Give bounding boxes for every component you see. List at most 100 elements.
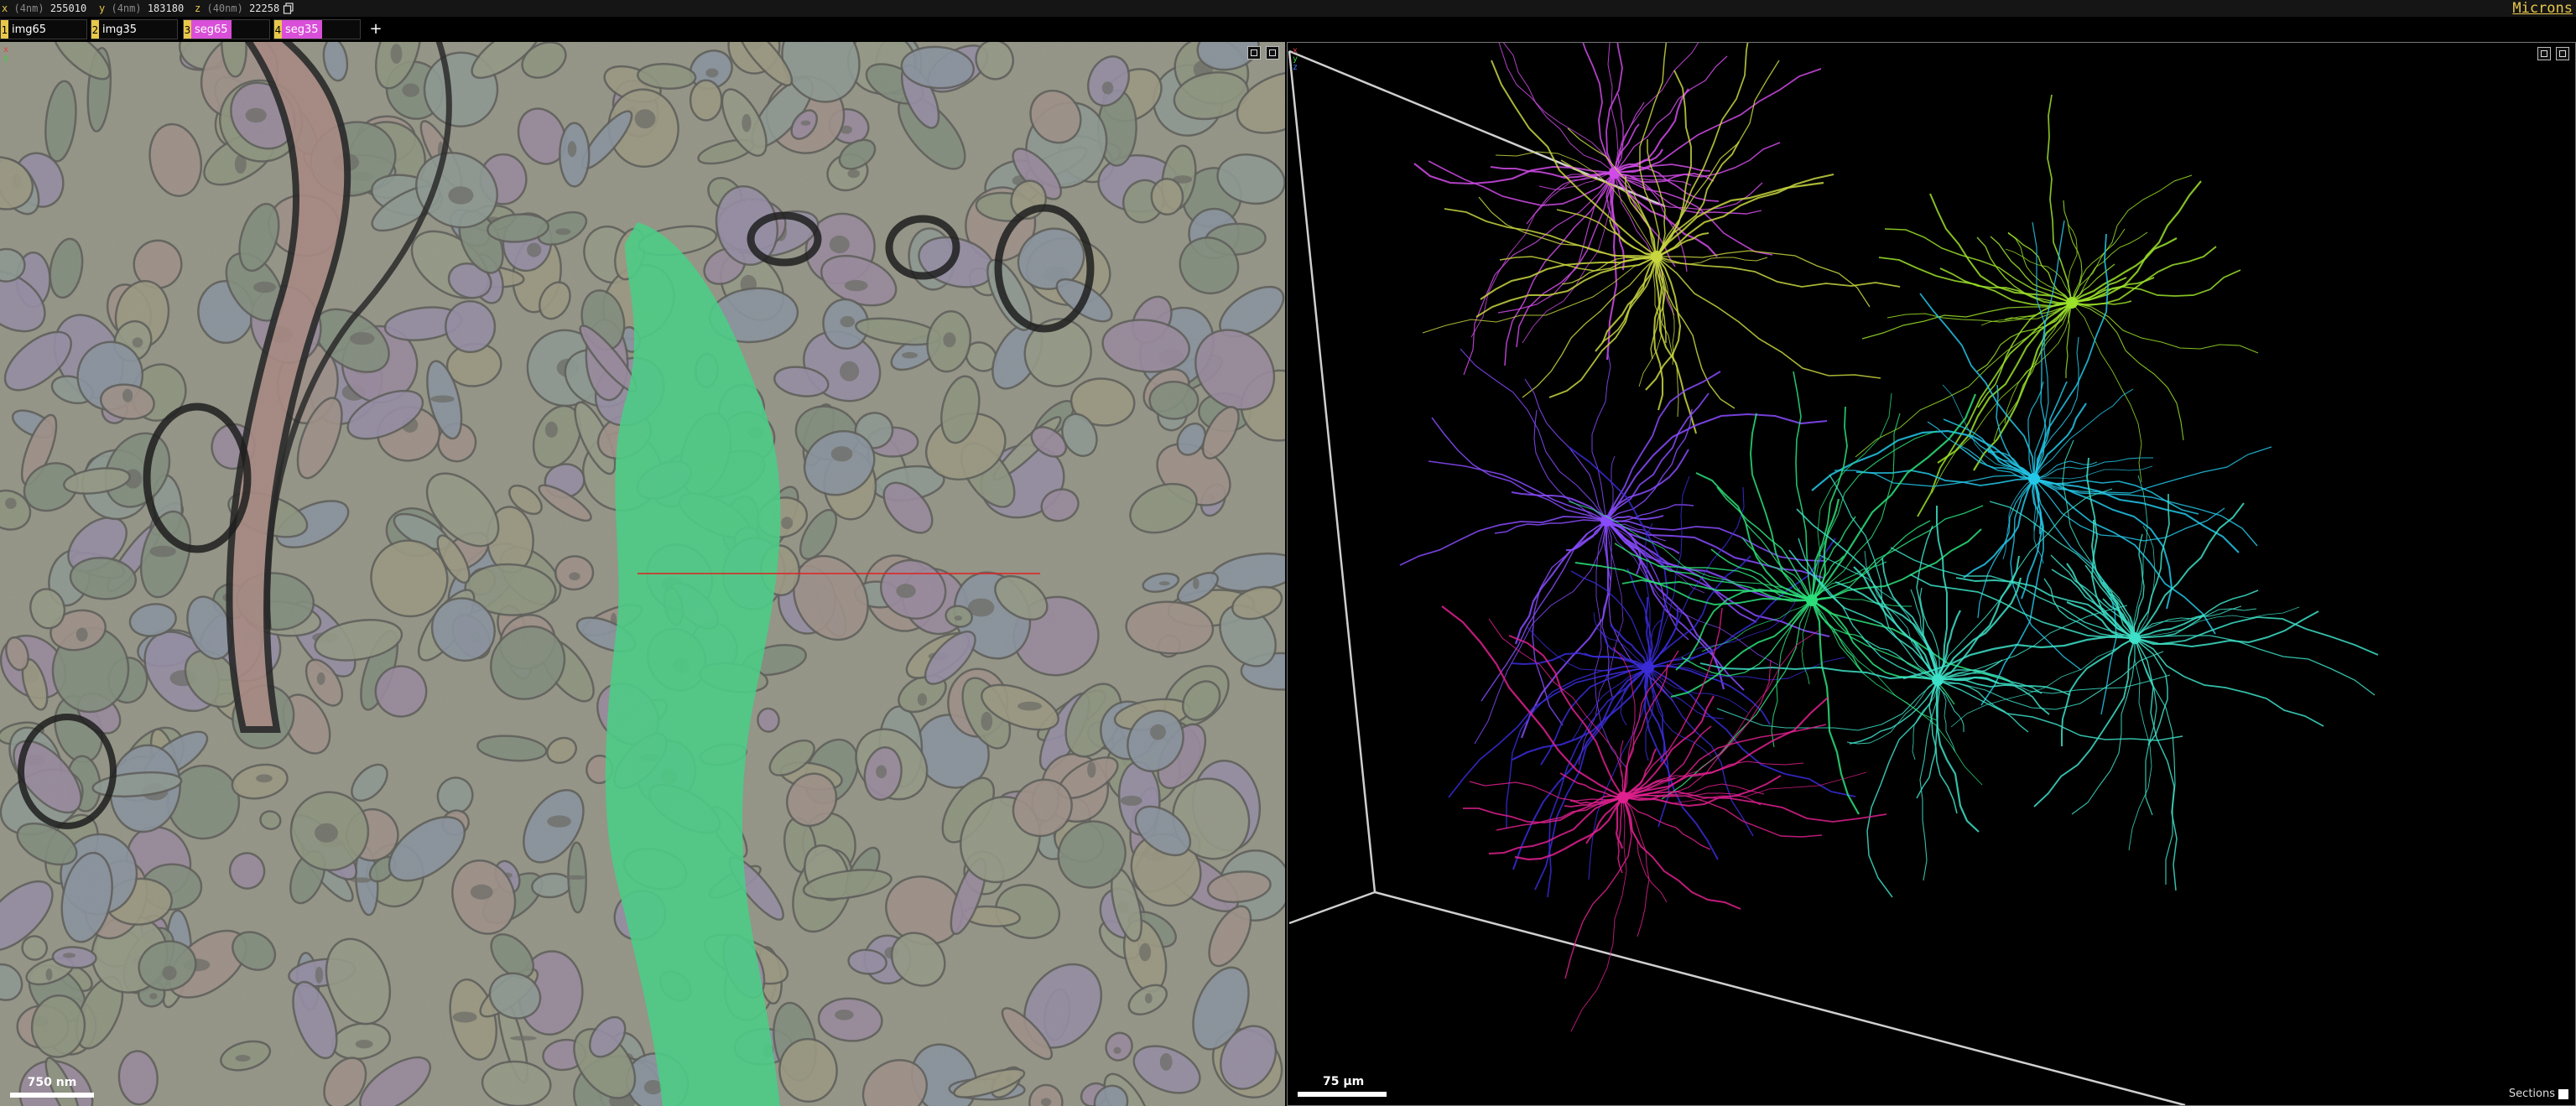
coord-y-axis: y [99, 3, 106, 14]
neuron-branch [1448, 667, 1649, 798]
neuron-soma[interactable] [2028, 473, 2040, 485]
neuron-branch [1963, 478, 2035, 579]
neuron-branch [1661, 600, 1813, 800]
neuron-branch [1622, 663, 1668, 798]
neuron-branch [1980, 478, 2044, 706]
neuron-branch [1568, 501, 1813, 601]
neuron-branch [1939, 267, 2073, 304]
layer-tab-img35[interactable]: 2 img35 [91, 19, 178, 39]
neuron-branch [2071, 302, 2259, 354]
neuron-branch [1605, 455, 1616, 522]
neuron-branch [1647, 555, 1751, 668]
neuron-soma[interactable] [1651, 251, 1663, 262]
neuron-branch [2005, 248, 2073, 304]
neuron-branch [1522, 256, 1657, 398]
neuron-branch [1470, 172, 1616, 338]
neuron-branch [1846, 679, 1939, 745]
neuron-branch [1796, 508, 1939, 681]
neuron-branch [2134, 616, 2379, 656]
coord-z[interactable]: z (40nm) 22258 [195, 0, 279, 17]
coord-y-value[interactable]: 183180 [147, 3, 185, 14]
neuron-branch [2071, 300, 2132, 305]
neuron-branch [1639, 43, 1668, 257]
neuron-branch [2133, 475, 2148, 639]
neuron-branch [1578, 520, 1624, 766]
neuron-branch [2033, 637, 2136, 807]
neuron-branch [1977, 302, 2073, 408]
neuron-soma[interactable] [1609, 167, 1621, 179]
neuron-branch [1512, 667, 1649, 761]
neuron-branch [2032, 221, 2049, 480]
neuron-branch [1656, 141, 1740, 257]
neuron-branch [1428, 160, 1616, 206]
add-layer-button[interactable]: + [369, 20, 382, 38]
neuron-branch [1647, 667, 1754, 837]
neuron-branch [2033, 446, 2272, 494]
neuron-branch [1511, 491, 1607, 522]
maximize-icon[interactable] [2556, 47, 2569, 60]
neuron-soma[interactable] [1806, 595, 1818, 606]
neuron-branch [1942, 384, 2035, 480]
neuron-branch [2128, 638, 2152, 851]
neuron-branch [1626, 568, 1653, 668]
mesh-3d-panel[interactable]: x y z 75 µm Sections [1287, 42, 2576, 1106]
layer-number: 1 [1, 20, 8, 39]
neuron-soma[interactable] [1617, 792, 1629, 803]
axis-label-x: x [1293, 46, 1298, 55]
neuron-branch [1647, 139, 1666, 257]
coord-y-unit: (4nm) [111, 3, 142, 14]
coord-x-value[interactable]: 255010 [49, 3, 87, 14]
mesh-3d-view[interactable] [1288, 43, 2575, 1105]
neuron-branch [2134, 610, 2319, 648]
neuron-soma[interactable] [1932, 674, 1944, 686]
neuron-soma[interactable] [2129, 632, 2141, 644]
neuron-branch [2134, 637, 2168, 745]
neuron-branch [1621, 579, 1813, 601]
layer-tab-img65[interactable]: 1 img65 [0, 19, 87, 39]
neuron-soma[interactable] [1642, 662, 1654, 673]
neuron-branch [1444, 208, 1657, 257]
neuron-branch [1746, 523, 1813, 601]
brand-link[interactable]: Microns [2512, 0, 2573, 17]
mesh-scale-bar: 75 µm [1298, 1075, 1387, 1097]
neuron-branch [1647, 665, 1771, 725]
sections-checkbox[interactable] [2558, 1088, 2568, 1099]
neuron-branch [1929, 193, 2073, 304]
sections-toggle[interactable]: Sections [2509, 1088, 2568, 1100]
sections-label: Sections [2508, 1088, 2555, 1100]
neuron-branch [1811, 520, 1931, 601]
neuron-branch [1510, 652, 1649, 668]
neuron-branch [1622, 659, 1772, 798]
neuron-branch [1647, 586, 1801, 668]
neuron-soma[interactable] [2066, 297, 2078, 309]
layout-icon[interactable] [1247, 46, 1261, 60]
neuron-branch [1866, 679, 1939, 898]
neuron-branch [1506, 666, 1649, 828]
mesh-scale-label: 75 µm [1323, 1075, 1365, 1088]
neuron-branch [1534, 667, 1649, 891]
neuron-branch [1937, 555, 2021, 681]
neuron-branch [1570, 570, 1649, 668]
axis-label-y: y [3, 54, 9, 63]
layer-tab-seg65[interactable]: 3 seg65 [183, 19, 270, 39]
layout-icon[interactable] [2537, 47, 2551, 60]
neuron-branch [2033, 457, 2153, 480]
coord-x[interactable]: x (4nm) 255010 [2, 0, 86, 17]
neuron-branch [1514, 520, 1607, 645]
coord-z-value[interactable]: 22258 [249, 3, 280, 14]
neuron-branch [1585, 797, 1624, 844]
neuron-branch [2134, 589, 2259, 639]
neuron-branch [2061, 637, 2136, 746]
neuron-branch [1605, 392, 1710, 522]
neuron-branch [1622, 748, 1657, 798]
coord-y[interactable]: y (4nm) 183180 [99, 0, 184, 17]
copy-icon[interactable] [283, 3, 294, 14]
em-slice-image[interactable] [0, 42, 1285, 1106]
neuron-branch [1622, 771, 1867, 804]
maximize-icon[interactable] [1266, 46, 1279, 60]
neuron-branch [1605, 520, 1745, 691]
em-slice-panel[interactable]: x y 750 nm [0, 42, 1285, 1106]
layer-tab-seg35[interactable]: 4 seg35 [273, 19, 361, 39]
neuron-branch [1937, 669, 2043, 694]
neuron-branch [1547, 667, 1649, 898]
